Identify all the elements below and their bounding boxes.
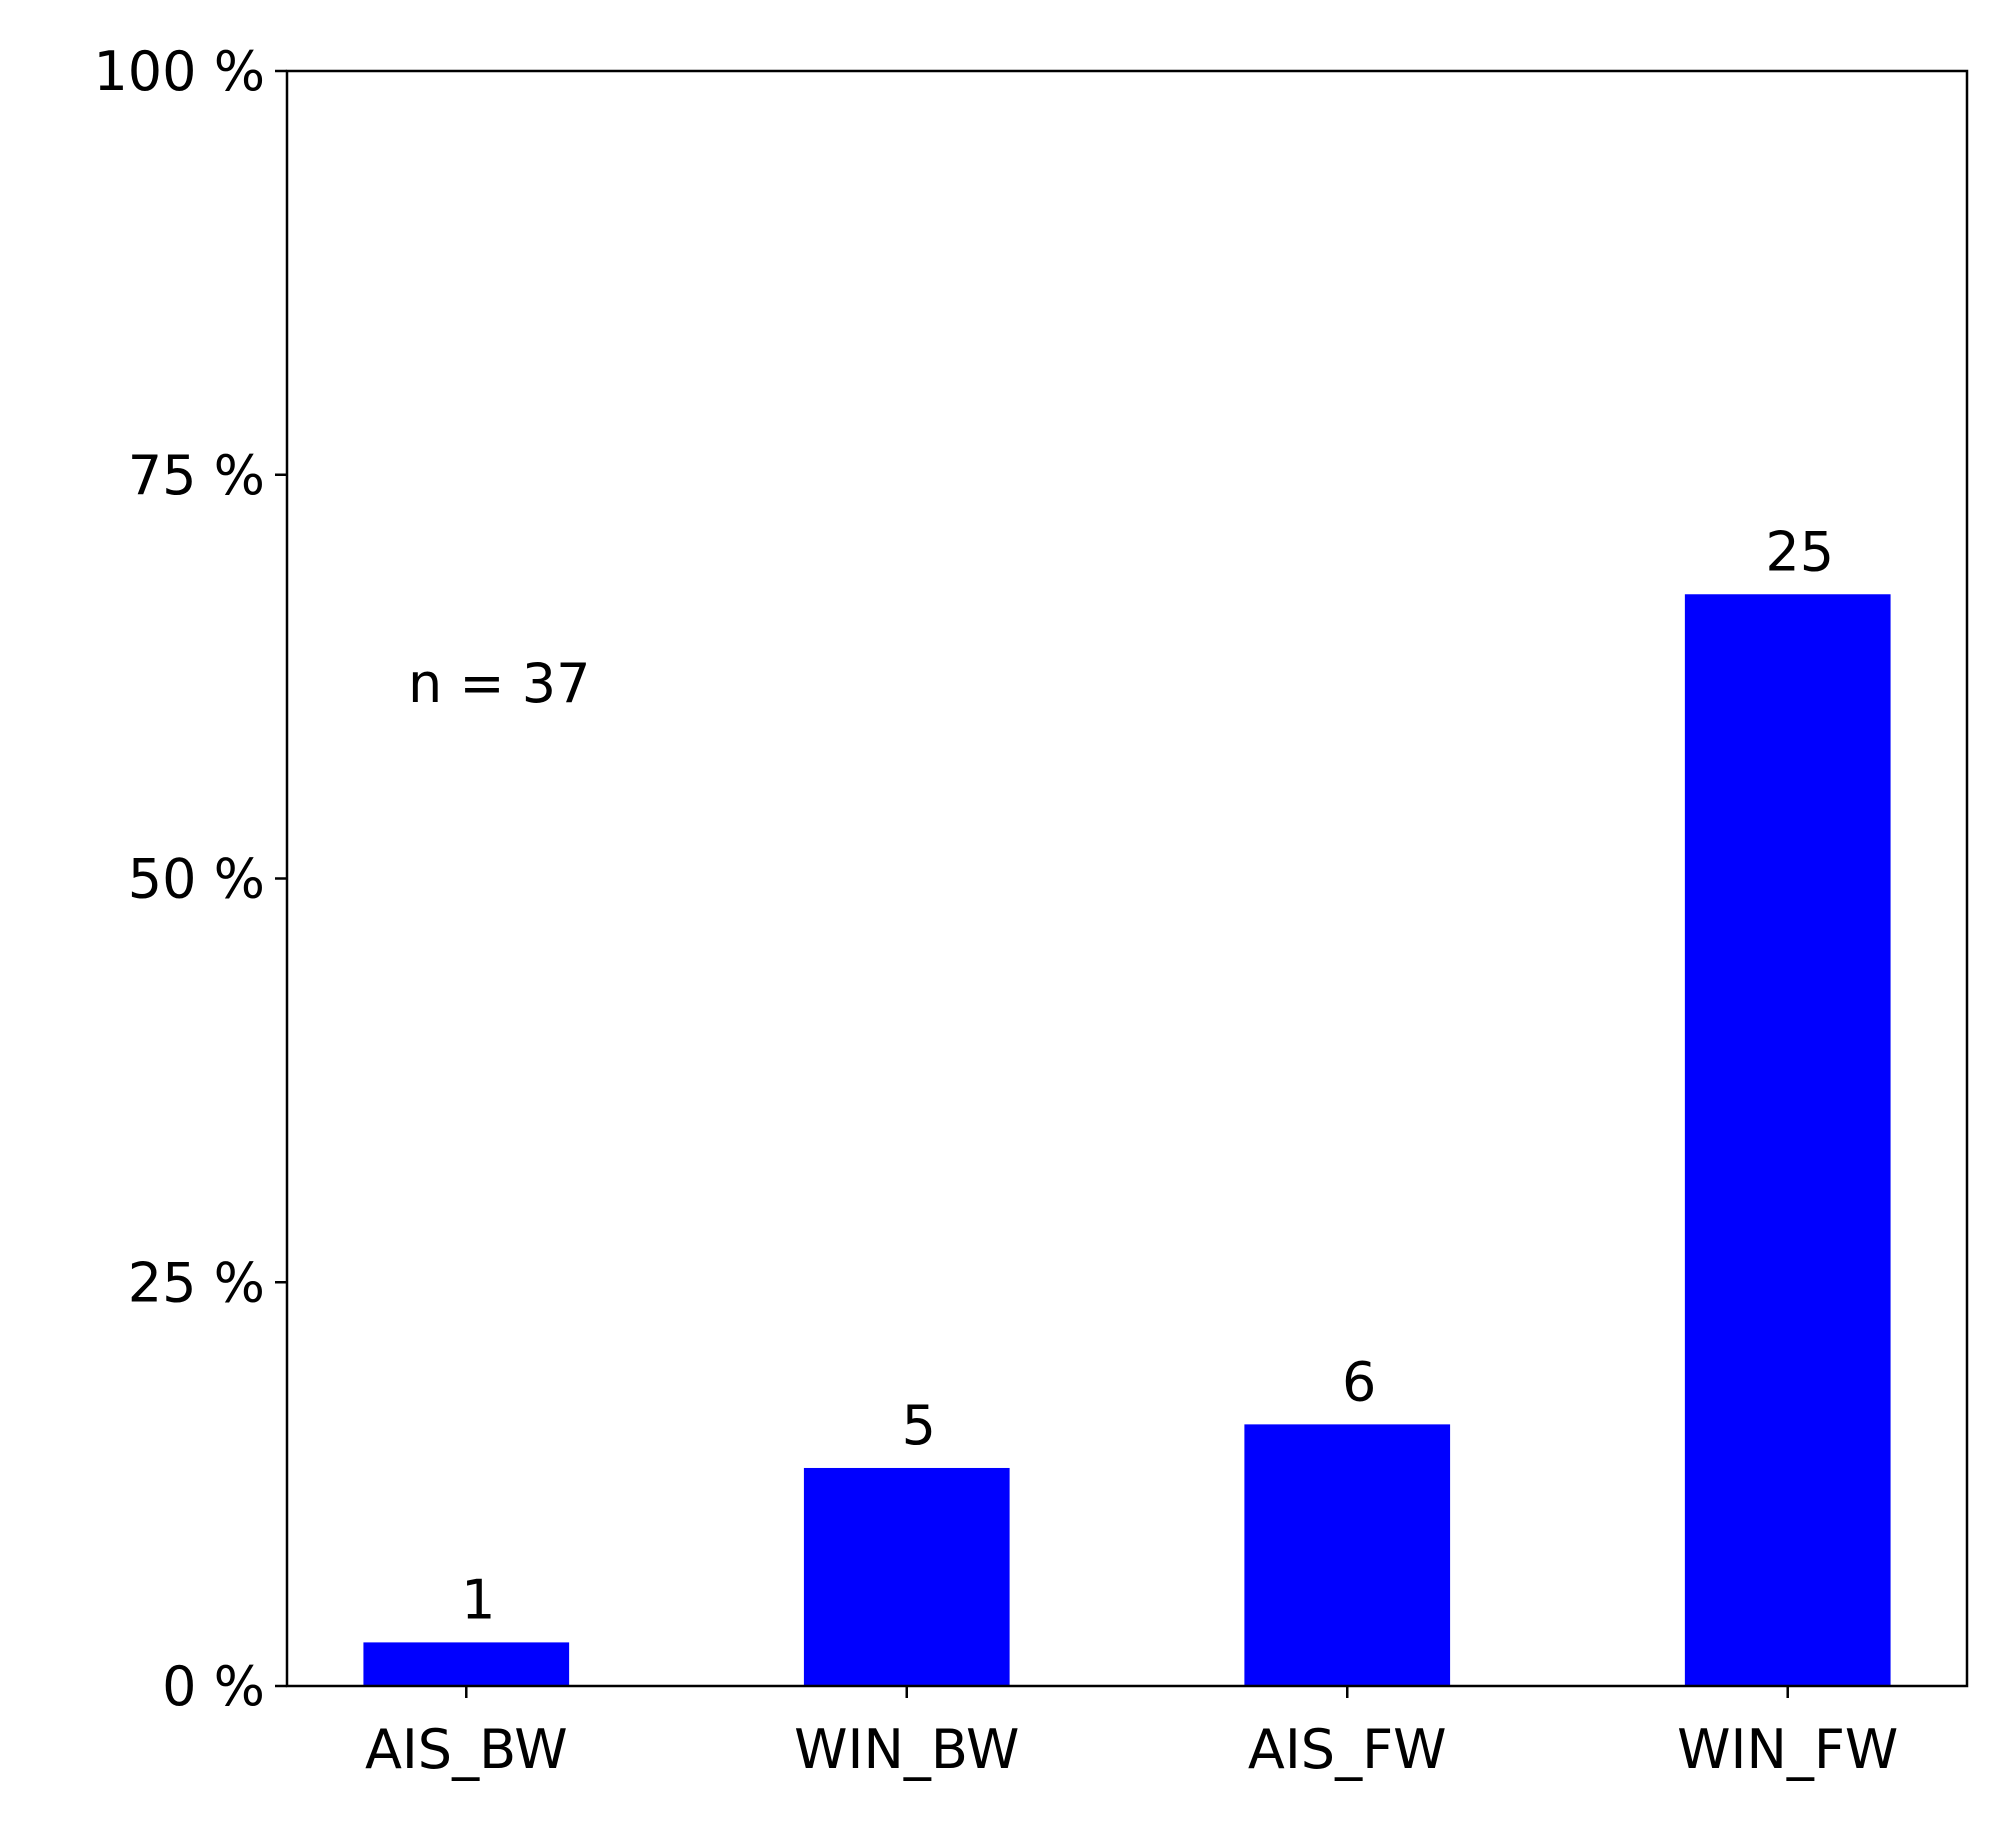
bar: [1684, 594, 1891, 1686]
x-tick-label: WIN_BW: [794, 1718, 1019, 1781]
data-label: 25: [1765, 520, 1834, 583]
y-tick-label: 75 %: [128, 444, 265, 507]
data-label: 5: [902, 1394, 936, 1457]
x-tick-label: AIS_BW: [365, 1718, 568, 1781]
y-tick-label: 50 %: [128, 848, 265, 911]
y-tick-label: 100 %: [93, 40, 265, 103]
bar: [803, 1467, 1010, 1686]
y-tick-label: 0 %: [162, 1655, 265, 1718]
x-tick-label: WIN_FW: [1677, 1718, 1898, 1781]
data-label: 6: [1342, 1350, 1376, 1413]
x-tick-label: AIS_FW: [1248, 1718, 1447, 1781]
annotation: n = 37: [408, 652, 591, 715]
plot-frame: [285, 69, 1969, 1688]
bar: [1244, 1424, 1451, 1686]
y-tick-label: 25 %: [128, 1251, 265, 1314]
data-label: 1: [461, 1568, 495, 1631]
bar: [363, 1642, 570, 1686]
